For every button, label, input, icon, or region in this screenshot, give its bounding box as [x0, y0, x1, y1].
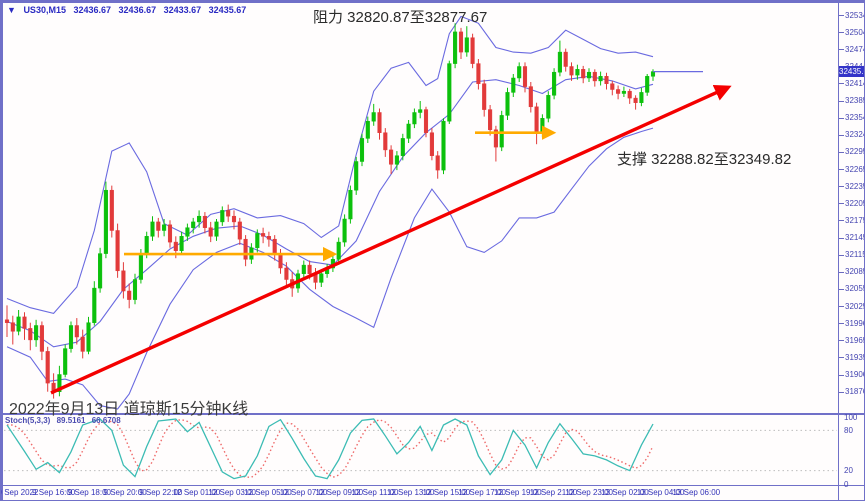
price-tick-mark	[839, 237, 844, 239]
time-tick-label: 13 Sep 02:00	[601, 488, 649, 497]
price-tick-mark	[839, 288, 844, 290]
price-tick-label: 32205.90	[845, 198, 864, 208]
open-value: 32436.67	[73, 5, 112, 15]
price-tick-mark	[839, 186, 844, 188]
time-tick-label: 13 Sep 04:00	[636, 488, 685, 497]
price-tick-label: 32145.60	[845, 233, 864, 243]
price-tick-mark	[839, 254, 844, 256]
price-tick-label: 31906.20	[845, 370, 864, 380]
price-tick-label: 32534.40	[845, 10, 864, 20]
price-tick-mark	[839, 134, 844, 136]
time-tick-label: 12 Sep 03:00	[208, 488, 256, 497]
stochastic-label: Stoch(5,3,3) 89.5161 66.6708	[5, 416, 125, 425]
price-tick-label: 32235.60	[845, 181, 864, 191]
time-tick-label: 12 Sep 05:00	[244, 488, 292, 497]
price-tick-label: 31996.20	[845, 318, 864, 328]
date-title-annotation: 2022年9月13日 道琼斯15分钟K线	[9, 401, 249, 418]
price-tick-mark	[839, 391, 844, 393]
close-value: 32435.67	[208, 5, 247, 15]
stochastic-name: Stoch(5,3,3)	[5, 416, 51, 425]
price-tick-label: 32414.70	[845, 78, 864, 88]
price-tick-label: 32504.70	[845, 27, 864, 37]
price-tick-label: 32085.30	[845, 267, 864, 277]
price-tick-label: 32175.30	[845, 215, 864, 225]
price-tick-label: 32025.90	[845, 301, 864, 311]
time-tick-label: 12 Sep 21:00	[529, 488, 578, 497]
time-tick-label: 9 Sep 16:00	[32, 488, 76, 497]
symbol-header: ▼ US30,M15 32436.67 32436.67 32433.67 32…	[7, 5, 251, 15]
time-tick-label: 12 Sep 19:00	[493, 488, 542, 497]
price-tick-label: 31965.60	[845, 335, 864, 345]
time-tick-label: 9 Sep 20:00	[103, 488, 147, 497]
price-tick-mark	[839, 323, 844, 325]
price-tick-label: 32295.00	[845, 147, 864, 157]
indicator-bottom-separator	[1, 485, 864, 486]
time-tick-label: 9 Sep 18:00	[67, 488, 111, 497]
price-tick-label: 32474.10	[845, 44, 864, 54]
symbol-timeframe-label: US30,M15	[23, 5, 66, 15]
indicator-scale-label: 100	[844, 412, 858, 422]
window-frame-left	[1, 1, 3, 500]
price-tick-mark	[839, 83, 844, 85]
time-tick-label: 9 Sep 2022	[0, 488, 39, 497]
time-tick-label: 13 Sep 06:00	[672, 488, 721, 497]
price-tick-mark	[839, 15, 844, 16]
price-tick-mark	[839, 220, 844, 222]
low-value: 32433.67	[163, 5, 202, 15]
price-tick-mark	[839, 340, 844, 342]
price-axis-separator	[838, 1, 839, 500]
pane-separator[interactable]	[1, 413, 864, 415]
price-tick-label: 32055.60	[845, 284, 864, 294]
time-tick-label: 12 Sep 17:00	[458, 488, 506, 497]
current-price-tag: 32435.67	[839, 66, 864, 78]
price-tick-mark	[839, 374, 844, 376]
price-tick-mark	[839, 357, 844, 359]
price-tick-mark	[839, 271, 844, 273]
price-tick-mark	[839, 32, 844, 34]
time-tick-label: 12 Sep 15:00	[422, 488, 471, 497]
price-tick-mark	[839, 49, 844, 51]
indicator-scale-label: 0	[844, 479, 849, 489]
stochastic-d-value: 66.6708	[91, 416, 121, 425]
price-tick-mark	[839, 100, 844, 102]
price-tick-mark	[839, 151, 844, 153]
price-tick-label: 31935.90	[845, 352, 864, 362]
price-tick-label: 32324.70	[845, 130, 864, 140]
time-tick-label: 12 Sep 23:00	[565, 488, 613, 497]
price-tick-mark	[839, 169, 844, 171]
price-tick-label: 32115.90	[845, 250, 864, 260]
resistance-annotation: 阻力 32820.87至32877.67	[313, 9, 488, 26]
price-tick-label: 32385.00	[845, 96, 864, 106]
price-tick-mark	[839, 203, 844, 205]
time-tick-label: 12 Sep 09:00	[315, 488, 364, 497]
time-tick-label: 12 Sep 11:00	[351, 488, 399, 497]
price-tick-label: 32265.30	[845, 164, 864, 174]
price-tick-mark	[839, 306, 844, 308]
price-tick-label: 32354.40	[845, 113, 864, 123]
indicator-scale-label: 80	[844, 425, 853, 435]
window-frame-top	[1, 1, 864, 3]
time-tick-label: 12 Sep 13:00	[386, 488, 435, 497]
chevron-down-icon[interactable]: ▼	[7, 5, 16, 15]
stochastic-k-value: 89.5161	[56, 416, 86, 425]
price-tick-mark	[839, 117, 844, 119]
price-tick-label: 31876.50	[845, 387, 864, 397]
main-pane	[4, 15, 732, 410]
high-value: 32436.67	[118, 5, 157, 15]
indicator-scale-label: 20	[844, 466, 853, 476]
support-annotation: 支撑 32288.82至32349.82	[617, 151, 792, 168]
time-tick-label: 9 Sep 22:00	[139, 488, 183, 497]
time-tick-label: 12 Sep 01:00	[172, 488, 221, 497]
time-tick-label: 12 Sep 07:00	[279, 488, 328, 497]
